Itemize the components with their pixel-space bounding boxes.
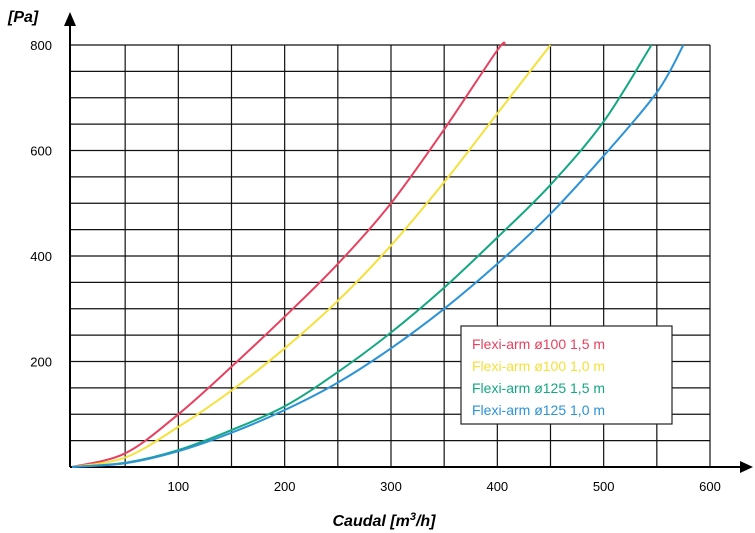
series-lines [71, 41, 685, 468]
x-axis-title: Caudal [m3/h] [332, 511, 436, 530]
legend: Flexi-arm ø100 1,5 m Flexi-arm ø100 1,0 … [460, 325, 673, 425]
x-tick-label: 200 [274, 479, 296, 494]
x-axis-title-sup: 3 [410, 511, 416, 523]
legend-entry-2: Flexi-arm ø100 1,0 m [472, 358, 605, 374]
x-tick-label: 500 [593, 479, 615, 494]
legend-entry-1: Flexi-arm ø100 1,5 m [472, 336, 605, 352]
x-tick-labels: 100 200 300 400 500 600 [167, 479, 720, 494]
x-axis-arrow [740, 461, 753, 473]
x-tick-label: 600 [699, 479, 721, 494]
x-axis-title-suffix: /h] [415, 513, 436, 530]
y-axis-arrow [64, 12, 76, 26]
y-axis-title: [Pa] [7, 9, 39, 26]
x-tick-label: 300 [380, 479, 402, 494]
y-tick-labels: 200 400 600 800 [30, 38, 52, 370]
y-tick-label: 600 [30, 144, 52, 159]
y-tick-label: 200 [30, 355, 52, 370]
x-tick-label: 100 [167, 479, 189, 494]
y-tick-label: 800 [30, 38, 52, 53]
x-tick-label: 400 [486, 479, 508, 494]
legend-box [460, 325, 673, 425]
legend-entry-3: Flexi-arm ø125 1,5 m [472, 380, 605, 396]
series-line-1 [71, 41, 506, 468]
axes [64, 12, 753, 473]
x-axis-title-prefix: Caudal [m [332, 513, 409, 530]
series-line-4 [71, 44, 685, 468]
y-tick-label: 400 [30, 249, 52, 264]
legend-entry-4: Flexi-arm ø125 1,0 m [472, 402, 605, 418]
series-line-2 [71, 44, 552, 468]
series-line-3 [71, 44, 653, 468]
